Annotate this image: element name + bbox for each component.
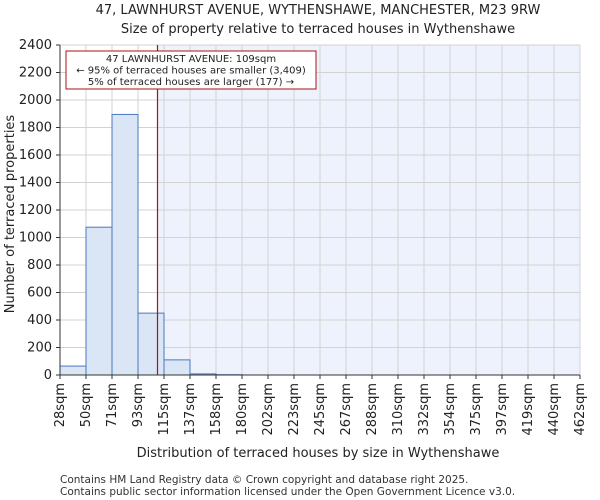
x-tick-label-158sqm: 158sqm [209,383,224,436]
bar-115sqm [163,359,191,376]
x-tick-label-354sqm: 354sqm [443,383,458,436]
annotation-box [65,50,317,90]
x-tick-label-419sqm: 419sqm [521,383,536,436]
y-tick-label-400: 400 [27,313,52,328]
footer-line2: Contains public sector information licen… [60,486,515,498]
x-tick-label-375sqm: 375sqm [469,383,484,436]
x-tick-label-180sqm: 180sqm [235,383,250,436]
annotation-line-3: 5% of terraced houses are larger (177) → [88,77,294,88]
annotation-line-2: ← 95% of terraced houses are smaller (3,… [76,66,306,77]
x-tick-label-223sqm: 223sqm [287,383,302,436]
y-axis-label: Number of terraced properties [3,115,18,314]
y-tick-label-1200: 1200 [19,203,52,218]
x-tick-label-462sqm: 462sqm [573,383,588,436]
y-tick-label-200: 200 [27,341,52,356]
x-tick-label-440sqm: 440sqm [547,383,562,436]
x-tick-label-288sqm: 288sqm [365,383,380,436]
y-tick-label-1000: 1000 [19,231,52,246]
x-tick-label-115sqm: 115sqm [157,383,172,436]
x-tick-label-332sqm: 332sqm [417,383,432,436]
y-tick-label-2200: 2200 [19,66,52,81]
y-tick-label-1400: 1400 [19,176,52,191]
bar-50sqm [85,226,113,376]
y-tick-label-1800: 1800 [19,121,52,136]
chart-title-line1: 47, LAWNHURST AVENUE, WYTHENSHAWE, MANCH… [96,3,541,18]
x-tick-label-28sqm: 28sqm [53,383,68,427]
y-tick-label-2000: 2000 [19,93,52,108]
y-tick-label-0: 0 [44,368,52,383]
x-tick-label-245sqm: 245sqm [313,383,328,436]
x-tick-label-310sqm: 310sqm [391,383,406,436]
x-tick-label-267sqm: 267sqm [339,383,354,436]
x-axis-label: Distribution of terraced houses by size … [137,446,500,461]
x-tick-label-93sqm: 93sqm [131,383,146,427]
y-tick-label-800: 800 [27,258,52,273]
x-tick-label-397sqm: 397sqm [495,383,510,436]
plot-area: 0 200 400 600 800 1000 1200 1400 1600 1800 2000 220… [19,38,588,436]
annotation-line-1: 47 LAWNHURST AVENUE: 109sqm [106,54,276,65]
footer-line1: Contains HM Land Registry data © Crown c… [60,474,468,486]
bar-71sqm [111,113,139,376]
x-tick-label-71sqm: 71sqm [105,383,120,427]
x-tick-label-137sqm: 137sqm [183,383,198,436]
x-tick-label-202sqm: 202sqm [261,383,276,436]
y-tick-label-1600: 1600 [19,148,52,163]
bar-93sqm [137,312,165,376]
y-tick-label-600: 600 [27,286,52,301]
x-tick-label-50sqm: 50sqm [79,383,94,427]
bar-28sqm [59,365,87,376]
y-tick-label-2400: 2400 [19,38,52,53]
chart-title-line2: Size of property relative to terraced ho… [121,22,515,37]
